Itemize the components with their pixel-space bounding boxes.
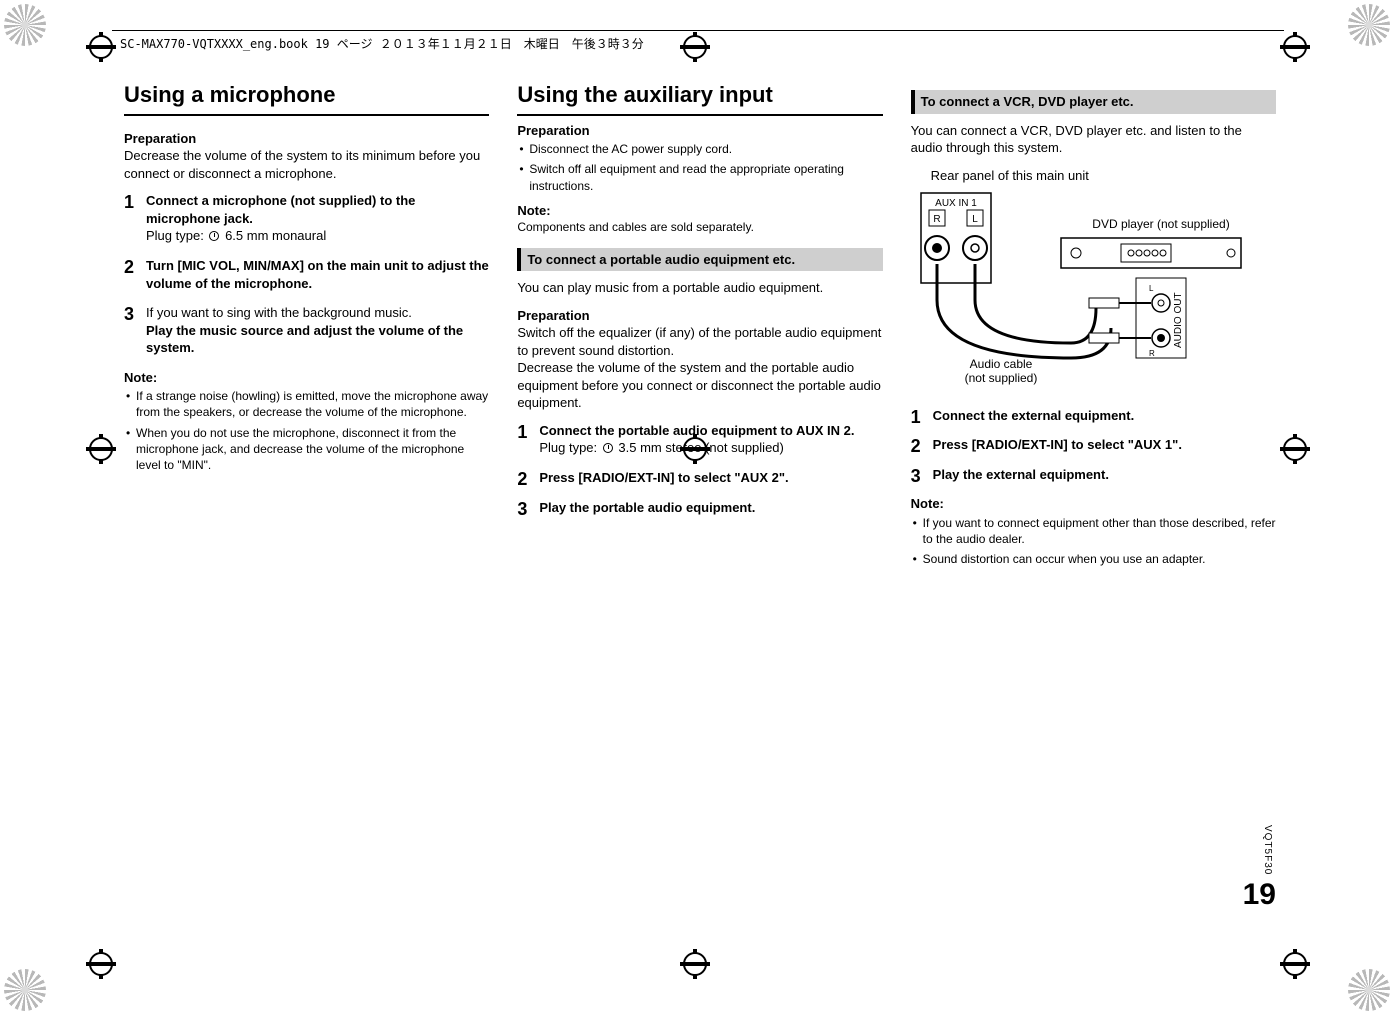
diagram-caption: Rear panel of this main unit [931, 167, 1276, 185]
step-item: Turn [MIC VOL, MIN/MAX] on the main unit… [124, 257, 489, 292]
prep-text: Switch off the equalizer (if any) of the… [517, 324, 882, 359]
header-rule [112, 30, 1284, 31]
step-sub-suffix: 6.5 mm monaural [225, 228, 326, 243]
cable-label-1: Audio cable [969, 357, 1032, 371]
mic-steps: Connect a microphone (not supplied) to t… [124, 192, 489, 356]
aux-label: AUX IN 1 [935, 198, 977, 209]
diagram-svg: AUX IN 1 R L Audio cable (not supplied) [911, 188, 1251, 388]
step-item: Connect a microphone (not supplied) to t… [124, 192, 489, 245]
crop-target-icon [86, 949, 116, 979]
cable-label-2: (not supplied) [964, 371, 1037, 385]
portable-steps: Connect the portable audio equipment to … [517, 422, 882, 516]
column-3: To connect a VCR, DVD player etc. You ca… [911, 80, 1276, 575]
dvd-label: DVD player (not supplied) [1092, 217, 1229, 231]
note-item: If a strange noise (howling) is emitted,… [124, 388, 489, 420]
crop-target-icon [1280, 434, 1310, 464]
note-label: Note: [124, 369, 489, 387]
prep-text: Decrease the volume of the system and th… [517, 359, 882, 412]
step-title: Play the music source and adjust the vol… [146, 323, 463, 356]
audio-out-label: AUDIO OUT [1173, 293, 1184, 349]
step-sub-suffix: 3.5 mm stereo (not supplied) [618, 440, 783, 455]
portable-intro: You can play music from a portable audio… [517, 279, 882, 297]
crop-target-icon [86, 434, 116, 464]
bullet-item: Switch off all equipment and read the ap… [517, 161, 882, 193]
step-title: Connect the external equipment. [933, 408, 1135, 423]
plug-icon [603, 443, 613, 453]
vcr-notes: If you want to connect equipment other t… [911, 515, 1276, 568]
preparation-label: Preparation [517, 122, 882, 140]
reg-mark-icon [1348, 969, 1390, 1011]
svg-text:R: R [933, 214, 940, 225]
column-2: Using the auxiliary input Preparation Di… [517, 80, 882, 575]
crop-target-icon [1280, 949, 1310, 979]
mic-notes: If a strange noise (howling) is emitted,… [124, 388, 489, 473]
step-item: Connect the external equipment. [911, 407, 1276, 425]
crop-target-icon [86, 32, 116, 62]
step-title: Press [RADIO/EXT-IN] to select "AUX 1". [933, 437, 1182, 452]
reg-mark-icon [4, 969, 46, 1011]
vcr-intro: You can connect a VCR, DVD player etc. a… [911, 122, 1276, 157]
doc-code: VQT5F30 [1261, 825, 1275, 875]
step-subtext: Plug type: 6.5 mm monaural [146, 227, 489, 245]
svg-text:L: L [1149, 284, 1154, 293]
preparation-label: Preparation [124, 130, 489, 148]
preparation-text: Decrease the volume of the system to its… [124, 147, 489, 182]
step-item: Press [RADIO/EXT-IN] to select "AUX 2". [517, 469, 882, 487]
step-title: Turn [MIC VOL, MIN/MAX] on the main unit… [146, 258, 489, 291]
subheading-vcr-dvd: To connect a VCR, DVD player etc. [911, 90, 1276, 114]
preparation-label: Preparation [517, 307, 882, 325]
step-title: Connect a microphone (not supplied) to t… [146, 193, 415, 226]
step-title: Connect the portable audio equipment to … [539, 423, 854, 438]
step-title: Press [RADIO/EXT-IN] to select "AUX 2". [539, 470, 788, 485]
step-title: Play the portable audio equipment. [539, 500, 755, 515]
note-item: Sound distortion can occur when you use … [911, 551, 1276, 567]
reg-mark-icon [1348, 4, 1390, 46]
crop-target-icon [680, 949, 710, 979]
step-sub-prefix: Plug type: [539, 440, 600, 455]
connection-diagram: Rear panel of this main unit AUX IN 1 R … [911, 167, 1276, 393]
crop-target-icon [1280, 32, 1310, 62]
page-number: 19 [1243, 875, 1276, 916]
step-subtext: Plug type: 3.5 mm stereo (not supplied) [539, 439, 882, 457]
note-item: If you want to connect equipment other t… [911, 515, 1276, 547]
step-sub-prefix: Plug type: [146, 228, 207, 243]
svg-text:L: L [972, 214, 978, 225]
section-title-aux: Using the auxiliary input [517, 80, 882, 116]
svg-text:R: R [1149, 349, 1155, 358]
bullet-item: Disconnect the AC power supply cord. [517, 141, 882, 157]
step-pretext: If you want to sing with the background … [146, 304, 489, 322]
build-header-text: SC-MAX770-VQTXXXX_eng.book 19 ページ ２０１３年１… [120, 36, 644, 52]
aux-prep-bullets: Disconnect the AC power supply cord. Swi… [517, 141, 882, 194]
note-text: Components and cables are sold separatel… [517, 219, 882, 235]
step-item: Play the portable audio equipment. [517, 499, 882, 517]
step-item: If you want to sing with the background … [124, 304, 489, 357]
note-item: When you do not use the microphone, disc… [124, 425, 489, 474]
step-item: Press [RADIO/EXT-IN] to select "AUX 1". [911, 436, 1276, 454]
note-label: Note: [517, 202, 882, 220]
section-title-microphone: Using a microphone [124, 80, 489, 116]
step-item: Connect the portable audio equipment to … [517, 422, 882, 457]
subheading-portable: To connect a portable audio equipment et… [517, 248, 882, 272]
column-1: Using a microphone Preparation Decrease … [124, 80, 489, 575]
reg-mark-icon [4, 4, 46, 46]
note-label: Note: [911, 495, 1276, 513]
step-title: Play the external equipment. [933, 467, 1109, 482]
plug-icon [209, 231, 219, 241]
crop-target-icon [680, 32, 710, 62]
vcr-steps: Connect the external equipment. Press [R… [911, 407, 1276, 484]
step-item: Play the external equipment. [911, 466, 1276, 484]
